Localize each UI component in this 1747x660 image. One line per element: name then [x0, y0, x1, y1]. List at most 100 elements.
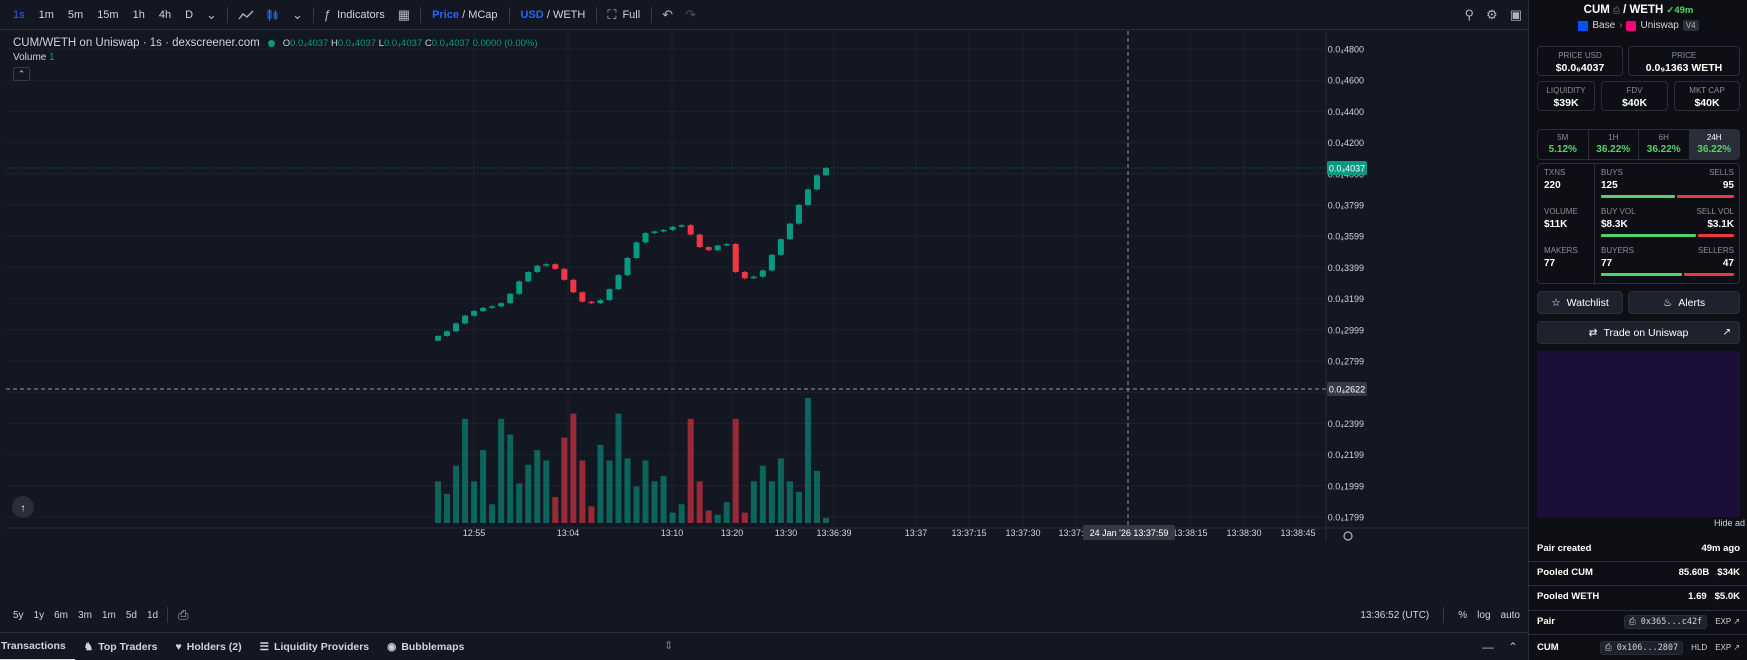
- tradingview-logo-text: ↑: [21, 503, 26, 514]
- tf-24h[interactable]: 24H 36.22%: [1689, 130, 1739, 159]
- toolbar-divider: [508, 6, 510, 23]
- weth-option[interactable]: WETH: [552, 8, 586, 21]
- candle-body: [687, 225, 694, 235]
- token-explorer-link[interactable]: EXP ↗: [1715, 643, 1740, 652]
- pair-address-copy[interactable]: ⎙ 0x365...c42f: [1623, 614, 1708, 629]
- range-3m[interactable]: 3m: [78, 609, 92, 621]
- tab-transactions[interactable]: Transactions: [0, 633, 75, 660]
- chain-name[interactable]: Base: [1592, 20, 1616, 31]
- hide-ad-link[interactable]: Hide ad: [1713, 518, 1745, 528]
- usd-weth-toggle[interactable]: USD / WETH: [520, 8, 586, 21]
- tab-top-traders-label: Top Traders: [98, 640, 158, 653]
- search-zoom-icon[interactable]: ⚲: [1464, 6, 1475, 22]
- candle-body: [660, 229, 667, 232]
- candle-body: [507, 293, 514, 304]
- layout-grid-icon[interactable]: ▦: [397, 6, 411, 22]
- interval-4h[interactable]: 4h: [158, 8, 172, 21]
- token-address-label: CUM: [1537, 642, 1559, 653]
- axis-settings-icon: [1343, 531, 1353, 541]
- volume-bar: [642, 460, 649, 523]
- price-usd-label: PRICE USD: [1558, 51, 1602, 60]
- range-6m[interactable]: 6m: [54, 609, 69, 621]
- gear-icon[interactable]: ⚙: [1486, 6, 1498, 22]
- minimize-icon[interactable]: —: [1481, 640, 1494, 654]
- price-option[interactable]: Price: [432, 8, 460, 21]
- usd-option[interactable]: USD: [520, 8, 544, 21]
- tab-holders[interactable]: ♥ Holders (2): [167, 633, 251, 660]
- pooled-quote-label: Pooled WETH: [1537, 591, 1600, 602]
- price-mcap-toggle[interactable]: Price / MCap: [432, 8, 498, 21]
- volume-bar: [516, 483, 523, 523]
- holders-link[interactable]: HLD: [1691, 643, 1708, 652]
- full-button[interactable]: Full: [622, 8, 641, 21]
- chart-area[interactable]: 0.0₄48000.0₄46000.0₄44000.0₄42000.0₄4000…: [6, 31, 1528, 598]
- range-5d[interactable]: 5d: [125, 609, 137, 621]
- log-toggle[interactable]: log: [1477, 609, 1491, 621]
- goto-date-icon[interactable]: ⎙: [178, 607, 189, 622]
- volume-bar: [705, 510, 712, 523]
- change-value: 0.0000 (0.00%): [472, 37, 538, 49]
- fullscreen-icon[interactable]: ⛶: [607, 6, 617, 22]
- tf-1h[interactable]: 1H 36.22%: [1589, 130, 1639, 159]
- chevron-down-icon[interactable]: ⌄: [291, 6, 303, 22]
- range-1m[interactable]: 1m: [101, 609, 116, 621]
- tab-top-traders[interactable]: ♞ Top Traders: [75, 633, 167, 660]
- tradingview-logo: [12, 496, 34, 518]
- ad-banner[interactable]: [1537, 351, 1740, 517]
- candle-body: [597, 300, 604, 304]
- undo-icon[interactable]: ↶: [662, 6, 674, 22]
- tab-bubblemaps[interactable]: ◉ Bubblemaps: [378, 633, 473, 660]
- tf-1h-change: 36.22%: [1596, 144, 1631, 155]
- watchlist-button[interactable]: ☆ Watchlist: [1537, 291, 1623, 314]
- high-value: 0.0₄4037: [337, 37, 377, 49]
- pair-age-icon: ✓: [1666, 5, 1675, 16]
- interval-5m[interactable]: 5m: [67, 8, 84, 21]
- chevron-down-icon[interactable]: ⌄: [206, 6, 217, 22]
- resize-handle-icon[interactable]: ⇕: [664, 640, 674, 652]
- candle-body: [741, 272, 748, 279]
- time-tick-label: 13:37:30: [1005, 528, 1040, 538]
- pair-explorer-link[interactable]: EXP ↗: [1715, 617, 1740, 626]
- redo-icon[interactable]: ↷: [685, 6, 696, 22]
- mktcap-box: MKT CAP $40K: [1674, 81, 1740, 111]
- volume-bar: [462, 418, 469, 523]
- time-tick-label: 13:37: [905, 528, 928, 538]
- price-chart[interactable]: 0.0₄48000.0₄46000.0₄44000.0₄42000.0₄4000…: [6, 31, 1528, 598]
- interval-15m[interactable]: 15m: [97, 8, 119, 21]
- expand-up-icon[interactable]: ⌃: [1507, 640, 1518, 654]
- price-weth-label: PRICE: [1671, 51, 1697, 60]
- collapse-legend-button[interactable]: ⌃: [13, 67, 30, 81]
- utc-clock[interactable]: 13:36:52 (UTC): [1360, 609, 1430, 621]
- time-tick-label: 13:36:39: [816, 528, 851, 538]
- interval-1m[interactable]: 1m: [38, 8, 54, 21]
- trade-label: Trade on Uniswap: [1603, 326, 1689, 339]
- tf-6h[interactable]: 6H 36.22%: [1639, 130, 1690, 159]
- range-1y[interactable]: 1y: [33, 609, 45, 621]
- camera-icon[interactable]: ▣: [1509, 6, 1522, 22]
- interval-1h[interactable]: 1h: [132, 8, 145, 21]
- token-address-copy[interactable]: ⎙ 0x106...2807: [1599, 640, 1684, 655]
- copy-icon[interactable]: ⎙: [1612, 5, 1621, 15]
- range-5y[interactable]: 5y: [13, 609, 24, 621]
- dex-name[interactable]: Uniswap: [1640, 20, 1679, 31]
- interval-1s[interactable]: 1s: [13, 8, 25, 21]
- tf-6h-change: 36.22%: [1646, 144, 1681, 155]
- trade-on-uniswap-button[interactable]: ⇄ Trade on Uniswap ↗: [1537, 321, 1740, 344]
- auto-toggle[interactable]: auto: [1500, 609, 1520, 621]
- volume-bar: [561, 437, 568, 523]
- line-chart-icon[interactable]: [232, 0, 260, 30]
- sells-label: SELLS: [1709, 168, 1734, 177]
- percent-toggle[interactable]: %: [1458, 609, 1468, 621]
- tf-5m[interactable]: 5M 5.12%: [1538, 130, 1589, 159]
- mcap-option[interactable]: MCap: [468, 8, 498, 21]
- toolbar-divider: [596, 6, 598, 23]
- interval-d[interactable]: D: [185, 8, 194, 21]
- alerts-button[interactable]: ♨ Alerts: [1628, 291, 1740, 314]
- range-1d[interactable]: 1d: [146, 609, 159, 621]
- candles-icon[interactable]: [260, 0, 286, 30]
- sells-bar: [1677, 195, 1734, 198]
- external-link-icon[interactable]: ↗: [1722, 327, 1731, 338]
- indicators-button[interactable]: Indicators: [337, 8, 385, 21]
- tab-liquidity-providers[interactable]: ☰ Liquidity Providers: [251, 633, 379, 660]
- indicators-icon[interactable]: ƒ: [323, 7, 332, 22]
